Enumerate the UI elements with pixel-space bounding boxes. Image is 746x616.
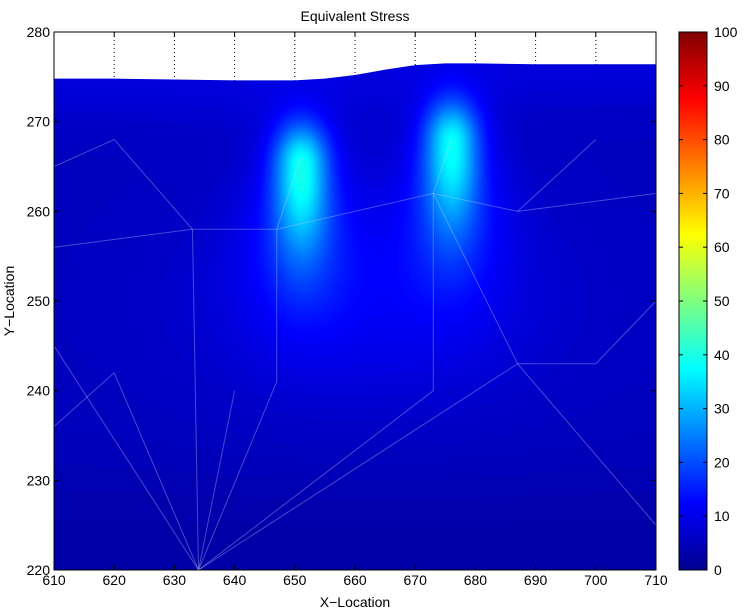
mesh-line (276, 192, 434, 230)
colorbar-tick-label: 100 (714, 24, 738, 40)
mesh-line (197, 390, 236, 571)
mesh-line (198, 363, 518, 571)
mesh-line (276, 157, 302, 230)
x-tick-label: 630 (163, 572, 187, 588)
x-tick-label: 660 (343, 572, 367, 588)
y-axis-ticks: 220 230 240 250 260 270 280 (27, 24, 656, 578)
y-tick-label: 260 (27, 203, 51, 219)
y-tick-label: 220 (27, 562, 51, 578)
mesh-line (54, 372, 115, 427)
x-tick-label: 710 (644, 572, 668, 588)
mesh-line (113, 139, 193, 230)
colorbar-tick-label: 40 (714, 347, 730, 363)
colorbar-ticks: 0 10 20 30 40 50 60 70 80 90 100 (679, 24, 738, 578)
mesh-line (198, 381, 278, 571)
mesh-line (54, 345, 199, 571)
mesh-line (191, 229, 199, 571)
colorbar-tick-label: 80 (714, 132, 730, 148)
y-tick-label: 280 (27, 24, 51, 40)
mesh-lines (54, 139, 656, 571)
mesh-line (433, 192, 518, 212)
x-tick-label: 690 (524, 572, 548, 588)
colorbar-tick-label: 10 (714, 508, 730, 524)
mesh-line (517, 363, 656, 526)
x-tick-label: 700 (584, 572, 608, 588)
mesh-line (432, 193, 518, 364)
y-tick-label: 270 (27, 114, 51, 130)
x-tick-label: 670 (404, 572, 428, 588)
colorbar-gradient (678, 31, 708, 571)
x-tick-label: 640 (223, 572, 247, 588)
colorbar-tick-label: 70 (714, 185, 730, 201)
mesh-line (595, 300, 656, 365)
mesh-line (113, 372, 199, 571)
x-axis-label: X−Location (320, 594, 390, 610)
colorbar-tick-label: 90 (714, 78, 730, 94)
mesh-line (517, 192, 656, 212)
x-tick-label: 610 (42, 572, 66, 588)
y-axis-label: Y−Location (1, 266, 17, 336)
colorbar-tick-label: 50 (714, 293, 730, 309)
y-tick-label: 250 (27, 293, 51, 309)
chart-title: Equivalent Stress (301, 8, 410, 24)
y-tick-label: 240 (27, 383, 51, 399)
mesh-line (432, 139, 452, 194)
x-tick-label: 680 (464, 572, 488, 588)
mesh-line (54, 228, 193, 248)
x-tick-label: 620 (103, 572, 127, 588)
colorbar-tick-label: 30 (714, 401, 730, 417)
colorbar-tick-label: 60 (714, 239, 730, 255)
x-axis-ticks: 610 620 630 640 650 660 670 680 690 700 710 (42, 32, 668, 588)
mesh-line (54, 139, 115, 167)
stress-field (54, 63, 656, 570)
x-tick-label: 650 (283, 572, 307, 588)
mesh-line (517, 139, 597, 212)
y-tick-label: 230 (27, 472, 51, 488)
colorbar: 0 10 20 30 40 50 60 70 80 90 100 (678, 24, 738, 578)
colorbar-tick-label: 0 (714, 562, 722, 578)
mesh-line (198, 390, 434, 571)
colorbar-tick-label: 20 (714, 454, 730, 470)
